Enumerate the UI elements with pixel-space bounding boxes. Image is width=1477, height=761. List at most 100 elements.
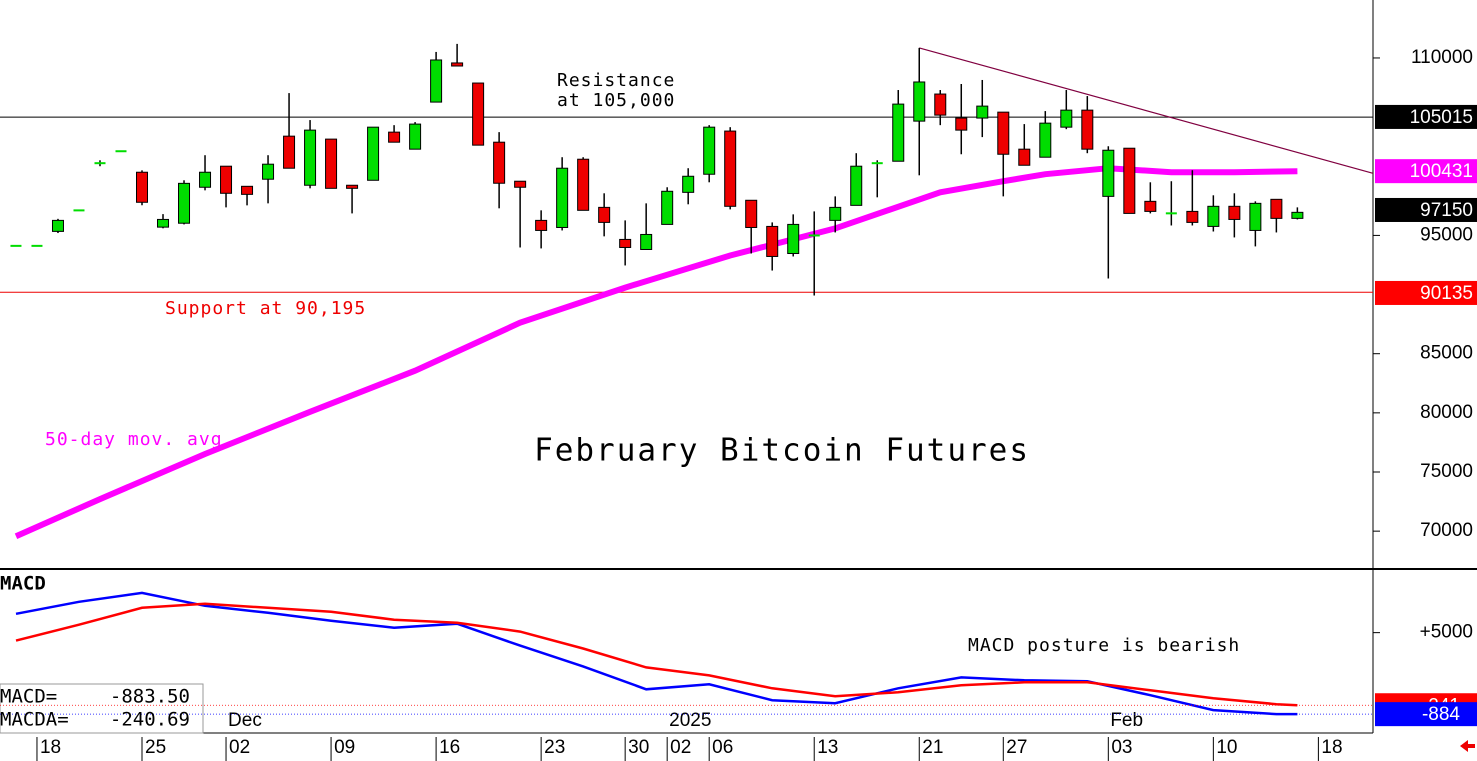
panel-title: MACD (0, 573, 46, 595)
candle-body (10, 244, 22, 247)
candle-body (388, 131, 401, 143)
y-tick-label: 75000 (1420, 461, 1473, 482)
x-tick-label: 27 (1006, 737, 1027, 758)
x-tick-label: 03 (1111, 737, 1132, 758)
chart-title: February Bitcoin Futures (534, 433, 1030, 469)
candle-body (1249, 202, 1262, 231)
candle-body (976, 105, 989, 119)
x-tick-label: 18 (1321, 737, 1342, 758)
candle-body (829, 206, 842, 221)
candle-body (871, 162, 883, 165)
candle-body (661, 190, 674, 225)
candle-body (94, 162, 106, 165)
candle-body (1165, 212, 1177, 215)
candle-body (934, 93, 947, 116)
candle-body (73, 209, 85, 212)
candle-body (178, 182, 191, 224)
candle-body (430, 59, 443, 103)
candle-body (1102, 149, 1115, 197)
candle-body (325, 138, 338, 189)
candle-body (1081, 109, 1094, 150)
x-tick-label: 10 (1216, 737, 1237, 758)
candle-body (493, 141, 506, 184)
candle-body (31, 244, 43, 247)
candle-body (808, 234, 820, 237)
candle-body (472, 82, 485, 146)
candle-body (514, 180, 527, 188)
readout-value: -240.69 (110, 709, 190, 731)
month-label: Feb (1110, 710, 1143, 731)
level-label: at 105,000 (557, 90, 675, 111)
candle-body (157, 218, 170, 228)
candle-body (1123, 147, 1136, 214)
candle-body (115, 150, 127, 153)
candle-body (241, 185, 254, 195)
candle-body (409, 123, 422, 150)
x-tick-label: 16 (439, 737, 460, 758)
price-tag-label: 90135 (1420, 283, 1473, 304)
candle-body (682, 175, 695, 193)
price-tag (1375, 197, 1477, 222)
candle-body (283, 135, 296, 169)
candle-body (598, 206, 611, 223)
candle-body (1228, 205, 1241, 220)
price-tag (1375, 104, 1477, 129)
y-tick-label: 85000 (1420, 343, 1473, 364)
candle-body (367, 126, 380, 181)
candle-body (1039, 122, 1052, 158)
readout-name: MACDA= (0, 709, 69, 731)
candle-body (1144, 200, 1157, 212)
candle-body (304, 129, 317, 186)
y-tick-label: 70000 (1420, 520, 1473, 541)
readout-name: MACD= (0, 686, 57, 708)
x-tick-label: 21 (922, 737, 943, 758)
candle-body (199, 171, 212, 188)
annotation: MACD posture is bearish (968, 635, 1240, 656)
readout-box (0, 683, 204, 734)
price-tag (1375, 702, 1477, 727)
price-tag-label: -884 (1422, 704, 1460, 725)
candle-body (51, 219, 64, 232)
candle-body (1060, 109, 1073, 128)
price-tag-label: 100431 (1410, 161, 1473, 182)
x-tick-label: 13 (817, 737, 838, 758)
y-tick-label: +5000 (1420, 622, 1473, 643)
candle-body (955, 117, 968, 131)
candle-body (1207, 205, 1220, 227)
price-tag (1375, 159, 1477, 184)
candle-body (1186, 210, 1199, 223)
x-tick-label: 06 (712, 737, 733, 758)
candle-body (577, 158, 590, 211)
x-tick-label: 02 (670, 737, 691, 758)
candle-body (913, 81, 926, 122)
candle-body (220, 165, 233, 194)
candle-body (640, 233, 653, 250)
price-tag (1375, 280, 1477, 305)
candle-body (850, 165, 863, 206)
x-tick-label: 18 (40, 737, 61, 758)
x-tick-label: 02 (229, 737, 250, 758)
candle-body (724, 130, 737, 207)
price-tag-label: 105015 (1410, 107, 1473, 128)
scroll-arrow[interactable] (1460, 740, 1475, 752)
x-tick-label: 30 (628, 737, 649, 758)
macd-line (15, 602, 1298, 707)
x-tick-label: 25 (145, 737, 166, 758)
candle-body (136, 171, 149, 203)
y-tick-label: 110000 (1411, 47, 1473, 68)
x-tick-label: 23 (544, 737, 565, 758)
y-tick-label: 80000 (1420, 402, 1473, 423)
price-tag-label: 97150 (1420, 200, 1473, 221)
candle-body (451, 62, 464, 67)
candle-body (619, 238, 632, 248)
candle-body (535, 219, 548, 231)
y-tick-label: 95000 (1420, 224, 1473, 245)
candle-body (703, 126, 716, 175)
macd-line (15, 591, 1298, 716)
candle-body (1018, 148, 1031, 166)
month-label: 2025 (669, 710, 711, 731)
candle-body (745, 199, 758, 228)
candle-body (262, 163, 275, 180)
moving-average (14, 165, 1298, 539)
